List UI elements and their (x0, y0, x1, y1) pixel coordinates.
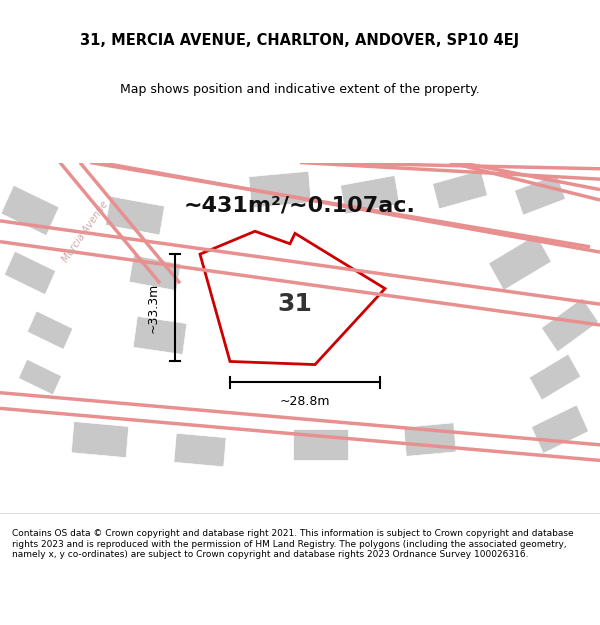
Polygon shape (529, 354, 581, 400)
Polygon shape (532, 405, 589, 453)
Polygon shape (340, 176, 400, 214)
Polygon shape (515, 174, 565, 215)
Polygon shape (488, 234, 551, 291)
Polygon shape (174, 433, 226, 467)
Polygon shape (106, 196, 164, 235)
Text: ~28.8m: ~28.8m (280, 395, 330, 408)
Text: 31: 31 (278, 292, 313, 316)
Polygon shape (129, 255, 181, 291)
Polygon shape (19, 359, 61, 395)
Text: Mercia Avenue: Mercia Avenue (60, 199, 110, 264)
Text: 31, MERCIA AVENUE, CHARLTON, ANDOVER, SP10 4EJ: 31, MERCIA AVENUE, CHARLTON, ANDOVER, SP… (80, 33, 520, 48)
Text: Contains OS data © Crown copyright and database right 2021. This information is : Contains OS data © Crown copyright and d… (12, 529, 574, 559)
Polygon shape (249, 171, 311, 208)
Polygon shape (433, 170, 487, 209)
Polygon shape (133, 316, 187, 354)
Polygon shape (541, 298, 599, 352)
Polygon shape (293, 429, 347, 461)
Text: ~431m²/~0.107ac.: ~431m²/~0.107ac. (184, 195, 416, 215)
Text: ~33.3m: ~33.3m (147, 282, 160, 333)
Polygon shape (404, 422, 456, 456)
Polygon shape (27, 311, 73, 349)
Polygon shape (1, 185, 59, 236)
Polygon shape (4, 251, 56, 294)
Polygon shape (71, 421, 129, 457)
Text: Map shows position and indicative extent of the property.: Map shows position and indicative extent… (120, 83, 480, 96)
